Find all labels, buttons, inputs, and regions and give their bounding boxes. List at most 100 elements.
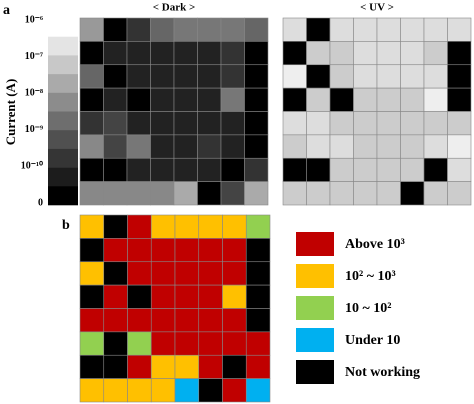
heatmap-cell (103, 41, 128, 66)
heatmap-cell (150, 378, 176, 403)
axis-label: Current (A) (3, 79, 18, 146)
heatmap-cell (126, 134, 151, 159)
heatmap-cell (150, 261, 176, 286)
heatmap-cell (150, 354, 176, 379)
heatmap-cell (173, 181, 198, 206)
colorbar-tick-label: 10⁻⁷ (25, 51, 43, 62)
heatmap-cell (197, 157, 222, 182)
legend-swatch (296, 232, 334, 256)
heatmap-cell (174, 354, 200, 379)
heatmap-cell (174, 238, 200, 263)
heatmap-cell (400, 181, 425, 206)
heatmap-cell (329, 17, 354, 42)
heatmap-cell (150, 331, 176, 356)
heatmap-cell (103, 284, 128, 309)
heatmap-cell (220, 111, 245, 136)
heatmap-cell (197, 41, 222, 66)
heatmap-cell (220, 64, 245, 89)
heatmap-cell (376, 87, 401, 112)
heatmap-cell (282, 181, 307, 206)
heatmap-cell (220, 41, 245, 66)
heatmap-cell (197, 111, 222, 136)
heatmap-cell (150, 181, 175, 206)
heatmap-cell (353, 41, 378, 66)
heatmap-cell (306, 87, 331, 112)
heatmap-cell (244, 87, 269, 112)
heatmap-cell (376, 17, 401, 42)
heatmap-cell (79, 111, 104, 136)
heatmap-cell (376, 181, 401, 206)
heatmap-cell (220, 157, 245, 182)
heatmap-cell (79, 331, 105, 356)
heatmap-cell (103, 214, 128, 239)
heatmap-cell (150, 284, 176, 309)
legend-label: 10² ~ 10³ (345, 269, 396, 284)
heatmap-cell (173, 41, 198, 66)
heatmap-cell (447, 17, 472, 42)
colorbar-block (48, 36, 78, 56)
heatmap-cell (197, 134, 222, 159)
heatmap-cell (353, 134, 378, 159)
heatmap-cell (198, 378, 223, 403)
heatmap-cell (244, 157, 269, 182)
heatmap-cell (126, 64, 151, 89)
heatmap-cell (244, 64, 269, 89)
heatmap-cell (306, 134, 331, 159)
heatmap-cell (150, 238, 176, 263)
heatmap-cell (447, 64, 472, 89)
heatmap-cell (306, 157, 331, 182)
heatmap-cell (197, 87, 222, 112)
heatmap-cell (306, 181, 331, 206)
heatmap-cell (353, 17, 378, 42)
heatmap-cell (222, 238, 247, 263)
heatmap-cell (198, 284, 223, 309)
heatmap-cell (400, 41, 425, 66)
heatmap-cell (103, 64, 128, 89)
heatmap-cell (376, 111, 401, 136)
heatmap-cell (173, 17, 198, 42)
heatmap-cell (79, 284, 105, 309)
heatmap-cell (306, 41, 331, 66)
heatmap-cell (376, 41, 401, 66)
legend-swatch (296, 264, 334, 288)
heatmap-cell (79, 354, 105, 379)
panel-label: a (3, 3, 10, 18)
heatmap-cell (79, 17, 104, 42)
heatmap-cell (150, 64, 175, 89)
heatmap-cell (353, 157, 378, 182)
heatmap-cell (127, 238, 152, 263)
heatmap-cell (447, 87, 472, 112)
legend-label: Above 10³ (345, 237, 405, 252)
heatmap-cell (222, 378, 247, 403)
heatmap-cell (245, 378, 271, 403)
heatmap-cell (103, 378, 128, 403)
heatmap-cell (103, 331, 128, 356)
heatmap-cell (150, 17, 175, 42)
heatmap-cell (282, 64, 307, 89)
heatmap-cell (376, 134, 401, 159)
heatmap-cell (222, 214, 247, 239)
heatmap-cell (447, 134, 472, 159)
heatmap-cell (353, 64, 378, 89)
heatmap-cell (329, 157, 354, 182)
heatmap-cell (127, 308, 152, 333)
heatmap-cell (220, 134, 245, 159)
heatmap-cell (103, 354, 128, 379)
colorbar-block (48, 55, 78, 75)
heatmap-cell (423, 111, 448, 136)
heatmap-cell (245, 284, 271, 309)
heatmap-cell (245, 354, 271, 379)
heatmap-cell (329, 134, 354, 159)
legend-swatch (296, 328, 334, 352)
colorbar-block (48, 92, 78, 112)
heatmap-cell (173, 157, 198, 182)
legend-swatch (296, 296, 334, 320)
heatmap-cell (400, 17, 425, 42)
heatmap-cell (198, 331, 223, 356)
heatmap-cell (353, 181, 378, 206)
heatmap-title: < Dark > (153, 2, 195, 14)
heatmap-cell (423, 41, 448, 66)
heatmap-cell (79, 238, 105, 263)
legend-label: Under 10 (345, 333, 400, 348)
heatmap-cell (329, 41, 354, 66)
